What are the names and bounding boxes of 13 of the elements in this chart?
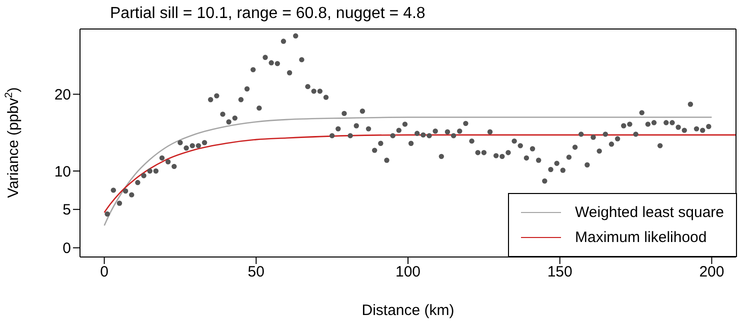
x-tick-label: 100 xyxy=(395,264,421,281)
y-tick-label: 10 xyxy=(54,163,71,180)
y-tick-label: 20 xyxy=(54,86,71,104)
x-tick-label: 200 xyxy=(699,264,724,281)
legend-label: Weighted least square xyxy=(575,204,724,221)
x-tick-label: 150 xyxy=(547,264,572,281)
x-tick-label: 0 xyxy=(100,264,108,281)
legend-label: Maximum likelihood xyxy=(575,229,707,246)
y-tick-label: 0 xyxy=(62,240,71,258)
chart-title: Partial sill = 10.1, range = 60.8, nugget = 4.8 xyxy=(110,5,426,22)
x-tick-label: 50 xyxy=(248,264,264,281)
x-axis-title: Distance (km) xyxy=(362,302,454,319)
y-tick-label: 5 xyxy=(62,202,71,219)
